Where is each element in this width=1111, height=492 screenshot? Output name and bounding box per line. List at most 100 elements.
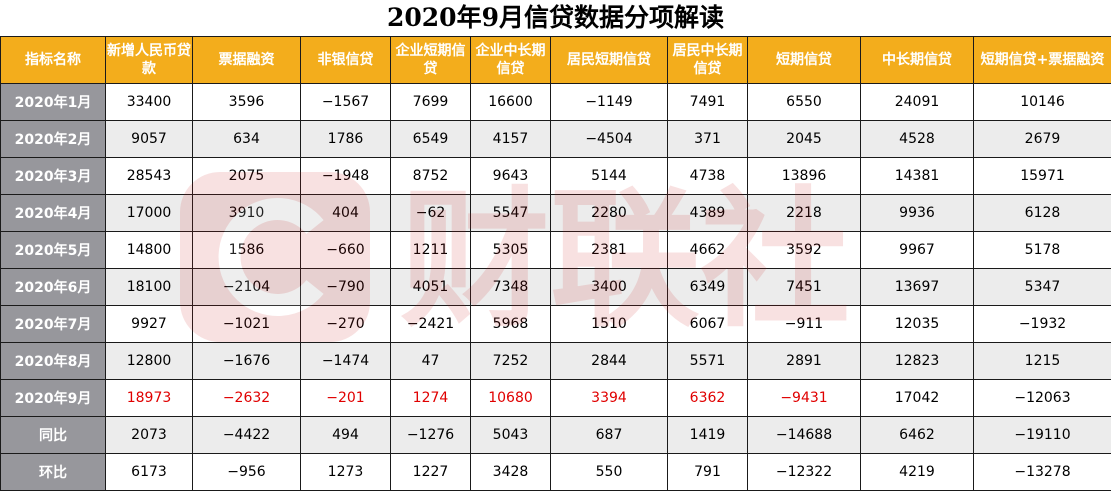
header-cell: 企业短期信贷 [390, 36, 471, 84]
table-cell: 2075 [192, 157, 301, 195]
table-cell: −9431 [747, 379, 861, 417]
header-cell: 票据融资 [192, 36, 301, 84]
table-cell: −1149 [550, 83, 668, 121]
table-cell: 5178 [973, 231, 1111, 269]
row-label: 2020年8月 [0, 342, 106, 380]
table-cell: 5305 [470, 231, 551, 269]
header-cell: 新增人民币贷款 [105, 36, 193, 84]
table-cell: 5144 [550, 157, 668, 195]
header-cell: 指标名称 [0, 36, 106, 84]
table-cell: −1474 [300, 342, 391, 380]
row-label: 环比 [0, 453, 106, 491]
header-cell: 短期信贷 [747, 36, 861, 84]
table-cell: −956 [192, 453, 301, 491]
table-cell: −911 [747, 305, 861, 343]
header-cell: 非银信贷 [300, 36, 391, 84]
table-cell: 14381 [860, 157, 974, 195]
table-cell: −2632 [192, 379, 301, 417]
table-cell: 1586 [192, 231, 301, 269]
table-cell: 6362 [667, 379, 748, 417]
row-label: 2020年9月 [0, 379, 106, 417]
header-cell: 居民中长期信贷 [667, 36, 748, 84]
table-header-row: 指标名称 新增人民币贷款 票据融资 非银信贷 企业短期信贷 企业中长期信贷 居民… [0, 36, 1111, 84]
table-cell: −660 [300, 231, 391, 269]
table-cell: 6067 [667, 305, 748, 343]
table-cell: 634 [192, 120, 301, 158]
table-cell: 9967 [860, 231, 974, 269]
table-cell: 28543 [105, 157, 193, 195]
table-cell: 13697 [860, 268, 974, 306]
row-label: 2020年1月 [0, 83, 106, 121]
table-cell: 791 [667, 453, 748, 491]
table-cell: 2073 [105, 416, 193, 454]
table-cell: 47 [390, 342, 471, 380]
table-cell: 15971 [973, 157, 1111, 195]
table-cell: 6549 [390, 120, 471, 158]
row-label: 同比 [0, 416, 106, 454]
table-cell: 8752 [390, 157, 471, 195]
table-cell: 10146 [973, 83, 1111, 121]
table-cell: −2104 [192, 268, 301, 306]
table-cell: 2679 [973, 120, 1111, 158]
table-cell: 4219 [860, 453, 974, 491]
table-cell: 2381 [550, 231, 668, 269]
table-cell: 2045 [747, 120, 861, 158]
table-cell: −4422 [192, 416, 301, 454]
row-label: 2020年2月 [0, 120, 106, 158]
table-cell: 4051 [390, 268, 471, 306]
table-cell: 3394 [550, 379, 668, 417]
table-cell: 1510 [550, 305, 668, 343]
table-cell: −19110 [973, 416, 1111, 454]
table-cell: 404 [300, 194, 391, 232]
table-cell: 4389 [667, 194, 748, 232]
header-cell: 居民短期信贷 [550, 36, 668, 84]
table-cell: 3592 [747, 231, 861, 269]
table-cell: 7491 [667, 83, 748, 121]
table-row: 2020年2月 9057 634 1786 6549 4157 −4504 371 2045 45… [0, 120, 1111, 158]
page-title: 2020年9月信贷数据分项解读 [387, 3, 724, 32]
header-cell: 短期信贷+票据融资 [973, 36, 1111, 84]
row-label: 2020年4月 [0, 194, 106, 232]
table-cell: 2844 [550, 342, 668, 380]
table-cell: 1419 [667, 416, 748, 454]
table-cell: 3596 [192, 83, 301, 121]
table-cell: −1932 [973, 305, 1111, 343]
table-cell: 7348 [470, 268, 551, 306]
row-label: 2020年5月 [0, 231, 106, 269]
table-cell: 1227 [390, 453, 471, 491]
table-cell: 1786 [300, 120, 391, 158]
table-row: 同比 2073 −4422 494 −1276 5043 687 1419 −14688 6462… [0, 416, 1111, 454]
table-cell: 5571 [667, 342, 748, 380]
table-cell: 12823 [860, 342, 974, 380]
table-cell: 24091 [860, 83, 974, 121]
credit-data-table: 指标名称 新增人民币贷款 票据融资 非银信贷 企业短期信贷 企业中长期信贷 居民… [0, 36, 1111, 491]
table-cell: 1273 [300, 453, 391, 491]
table-cell: 17042 [860, 379, 974, 417]
table-cell: 5347 [973, 268, 1111, 306]
table-row: 2020年5月 14800 1586 −660 1211 5305 2381 4662 3592… [0, 231, 1111, 269]
table-cell: 5547 [470, 194, 551, 232]
table-cell: −62 [390, 194, 471, 232]
table-cell: 9927 [105, 305, 193, 343]
row-label: 2020年3月 [0, 157, 106, 195]
table-cell: 18973 [105, 379, 193, 417]
table-body: 2020年1月 33400 3596 −1567 7699 16600 −1149 7491 6… [0, 83, 1111, 491]
table-cell: −1567 [300, 83, 391, 121]
table-row: 2020年3月 28543 2075 −1948 8752 9643 5144 4738 138… [0, 157, 1111, 195]
table-cell: −14688 [747, 416, 861, 454]
table-cell: 6128 [973, 194, 1111, 232]
table-cell: −1676 [192, 342, 301, 380]
table-cell: 494 [300, 416, 391, 454]
row-label: 2020年7月 [0, 305, 106, 343]
table-cell: 4528 [860, 120, 974, 158]
table-cell: 4738 [667, 157, 748, 195]
table-cell: 6462 [860, 416, 974, 454]
table-cell: 1274 [390, 379, 471, 417]
table-cell: −12063 [973, 379, 1111, 417]
table-row: 2020年9月 18973 −2632 −201 1274 10680 3394 6362 −9… [0, 379, 1111, 417]
table-cell: 2280 [550, 194, 668, 232]
table-cell: −201 [300, 379, 391, 417]
header-cell: 企业中长期信贷 [470, 36, 551, 84]
table-cell: 10680 [470, 379, 551, 417]
table-cell: 2891 [747, 342, 861, 380]
